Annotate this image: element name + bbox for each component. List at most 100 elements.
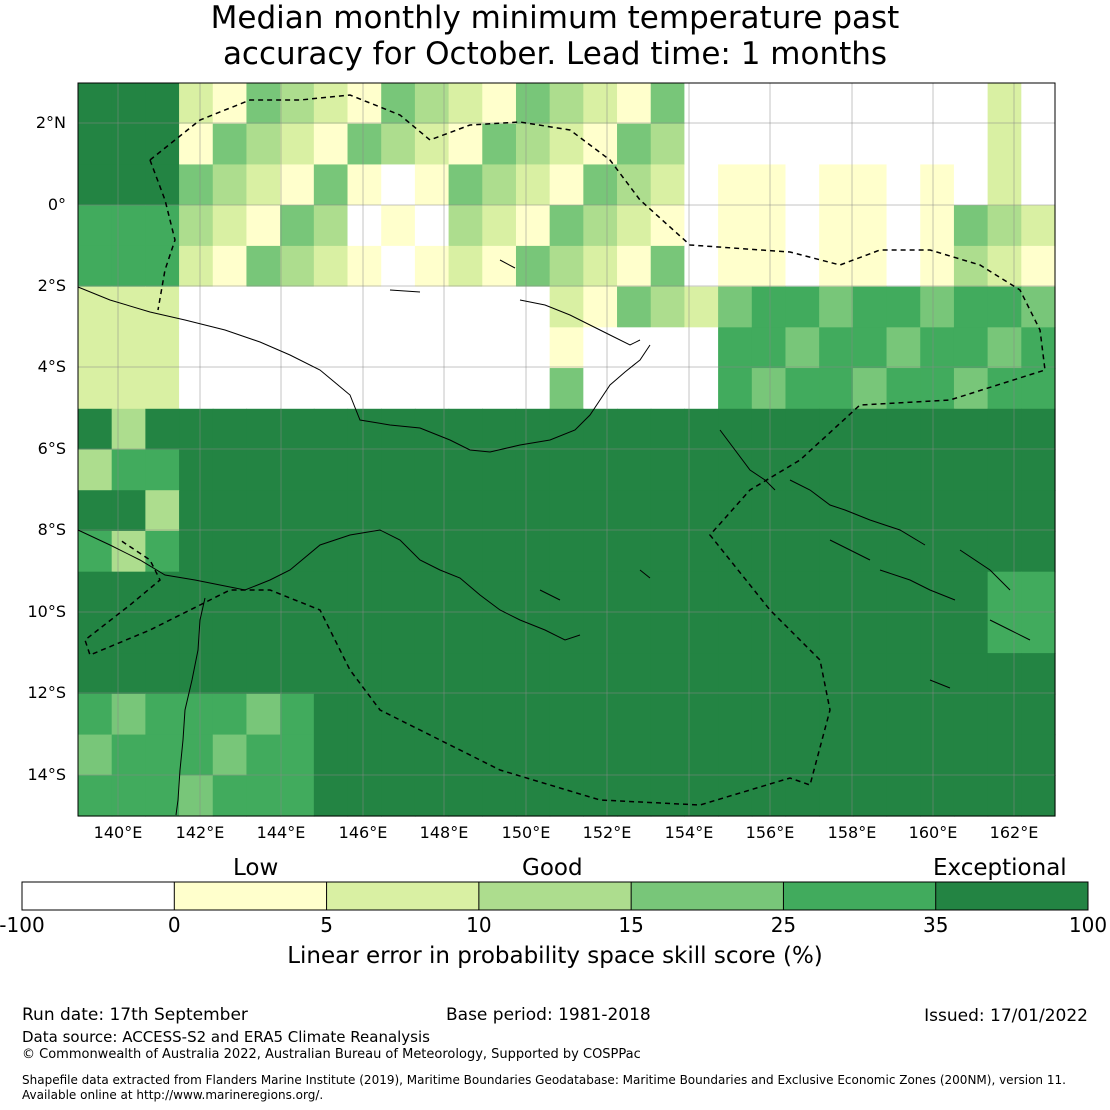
- grid-cell: [953, 164, 989, 206]
- grid-cell: [347, 734, 382, 776]
- grid-cell: [347, 83, 382, 125]
- grid-cell: [381, 775, 416, 817]
- grid-cell: [179, 490, 214, 532]
- grid-cell: [111, 123, 146, 166]
- grid-cell: [953, 286, 989, 328]
- grid-cell: [751, 530, 787, 573]
- grid-cell: [313, 408, 349, 451]
- latitude-label: 6°S: [37, 439, 66, 458]
- grid-cell: [819, 734, 854, 776]
- grid-cell: [78, 164, 113, 206]
- grid-cell: [785, 775, 820, 817]
- issued-date: Issued: 17/01/2022: [924, 1006, 1088, 1026]
- grid-cell: [617, 123, 652, 166]
- grid-cell: [819, 164, 854, 206]
- grid-cell: [448, 693, 483, 736]
- grid-cell: [145, 775, 180, 817]
- grid-cell: [953, 693, 989, 736]
- grid-cell: [482, 408, 517, 451]
- latitude-label: 2°N: [35, 113, 66, 132]
- grid-cell: [549, 245, 584, 288]
- grid-cell: [920, 612, 955, 654]
- data-source: Data source: ACCESS-S2 and ERA5 Climate …: [22, 1028, 430, 1046]
- grid-cell: [953, 205, 989, 247]
- grid-cell: [78, 693, 113, 736]
- grid-cell: [145, 449, 180, 491]
- grid-cell: [718, 734, 753, 776]
- latitude-label: 10°S: [27, 602, 66, 621]
- grid-cell: [583, 164, 618, 206]
- grid-cell: [347, 408, 382, 451]
- grid-cell: [280, 734, 315, 776]
- grid-cell: [751, 408, 787, 451]
- grid-cell: [987, 530, 1022, 573]
- grid-cell: [920, 775, 955, 817]
- grid-cell: [819, 327, 854, 369]
- grid-cell: [482, 693, 517, 736]
- grid-cell: [246, 286, 281, 328]
- grid-cell: [583, 571, 618, 613]
- grid-cell: [617, 490, 652, 532]
- grid-cell: [684, 571, 719, 613]
- grid-cell: [920, 490, 955, 532]
- grid-cell: [212, 612, 248, 654]
- latitude-label: 2°S: [37, 276, 66, 295]
- grid-cell: [920, 530, 955, 573]
- grid-cell: [718, 449, 753, 491]
- grid-cell: [987, 653, 1022, 695]
- grid-cell: [280, 286, 315, 328]
- grid-cell: [246, 164, 281, 206]
- grid-cell: [1021, 286, 1056, 328]
- grid-cell: [987, 327, 1022, 369]
- grid-cell: [280, 571, 315, 613]
- grid-cell: [819, 205, 854, 247]
- grid-cell: [549, 368, 584, 410]
- grid-cell: [111, 449, 146, 491]
- grid-cell: [414, 164, 450, 206]
- grid-cell: [617, 245, 652, 288]
- grid-cell: [852, 83, 888, 125]
- grid-cell: [515, 449, 551, 491]
- grid-cell: [111, 571, 146, 613]
- grid-cell: [179, 245, 214, 288]
- longitude-label: 142°E: [175, 823, 225, 842]
- grid-cell: [414, 490, 450, 532]
- indonesia-eez-boundary: [149, 159, 176, 311]
- grid-cell: [953, 408, 989, 451]
- grid-cell: [482, 449, 517, 491]
- grid-cell: [111, 693, 146, 736]
- grid-cell: [515, 653, 551, 695]
- category-low-label: Low: [233, 855, 279, 881]
- grid-cell: [886, 286, 921, 328]
- longitude-label: 148°E: [419, 823, 469, 842]
- grid-cell: [751, 612, 787, 654]
- grid-cell: [684, 245, 719, 288]
- grid-cell: [617, 449, 652, 491]
- grid-cell: [246, 245, 281, 288]
- grid-cell: [751, 734, 787, 776]
- grid-cell: [515, 245, 551, 288]
- grid-cell: [718, 245, 753, 288]
- grid-cell: [482, 653, 517, 695]
- grid-cell: [583, 327, 618, 369]
- grid-cell: [179, 612, 214, 654]
- grid-cell: [751, 571, 787, 613]
- grid-cell: [313, 205, 349, 247]
- grid-cell: [78, 571, 113, 613]
- colorbar-segment: [631, 882, 784, 910]
- grid-cell: [280, 83, 315, 125]
- grid-cell: [179, 734, 214, 776]
- longitude-label: 144°E: [256, 823, 306, 842]
- grid-cell: [684, 368, 719, 410]
- grid-cell: [313, 490, 349, 532]
- grid-cell: [684, 449, 719, 491]
- grid-cell: [617, 775, 652, 817]
- grid-cell: [987, 775, 1022, 817]
- colorbar: [21, 881, 1089, 911]
- grid-cell: [751, 123, 787, 166]
- grid-cell: [920, 164, 955, 206]
- solomon-islands-coast: [789, 479, 1031, 641]
- grid-cell: [246, 408, 281, 451]
- cape-york-coast: [175, 597, 206, 816]
- grid-cell: [718, 612, 753, 654]
